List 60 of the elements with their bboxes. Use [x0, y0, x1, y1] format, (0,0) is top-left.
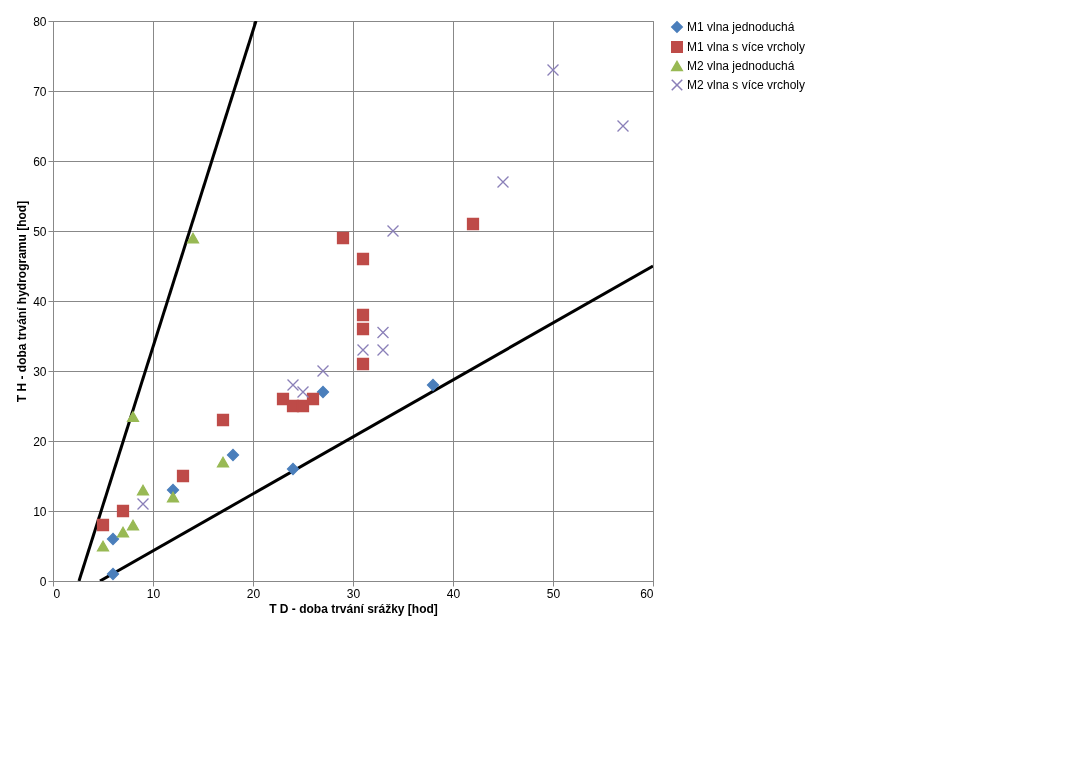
point: [616, 119, 630, 133]
point: [216, 413, 230, 427]
x-tick-label: 40: [446, 586, 461, 601]
point: [306, 392, 320, 406]
point: [316, 364, 330, 378]
point: [276, 392, 290, 406]
point: [136, 484, 150, 496]
point: [356, 357, 370, 371]
x-tick-label: 10: [146, 586, 161, 601]
point: [286, 462, 300, 476]
y-tick-label: 30: [33, 364, 47, 379]
y-tick-label: 40: [33, 294, 47, 309]
point: [356, 343, 370, 357]
y-tick-label: 0: [39, 574, 47, 589]
point: [356, 252, 370, 266]
point: [296, 399, 310, 413]
y-tick-label: 80: [33, 14, 47, 29]
point: [316, 385, 330, 399]
point: [226, 448, 240, 462]
point: [386, 224, 400, 238]
point: [376, 343, 390, 357]
y-tick-label: 60: [33, 154, 47, 169]
x-tick-label: 50: [546, 586, 561, 601]
point: [96, 540, 110, 552]
point: [116, 504, 130, 518]
point: [296, 385, 310, 399]
point: [126, 411, 140, 422]
point: [466, 217, 480, 231]
y-tick-label: 10: [33, 504, 47, 519]
point: [216, 456, 230, 468]
y-tick-label: 70: [33, 84, 47, 99]
x-tick-label: 20: [246, 586, 261, 601]
legend-label: M1 vlna jednoduchá: [687, 20, 795, 34]
point: [356, 308, 370, 322]
point: [176, 469, 190, 483]
x-axis-title: T D - doba trvání srážky [hod]: [269, 601, 438, 616]
point: [376, 326, 390, 339]
point: [356, 322, 370, 336]
point: [336, 231, 350, 245]
point: [106, 567, 120, 581]
point: [546, 63, 560, 77]
point: [286, 378, 300, 392]
point: [496, 175, 510, 189]
point: [426, 378, 440, 392]
y-axis-title: T H - doba trvání hydrogramu [hod]: [15, 200, 30, 403]
legend-label: M2 vlna jednoduchá: [687, 59, 795, 73]
point: [106, 532, 120, 546]
point: [96, 518, 110, 532]
x-tick-label: 60: [640, 586, 654, 601]
y-tick-label: 20: [33, 434, 47, 449]
point: [136, 497, 150, 511]
legend-label: M2 vlna s více vrcholy: [687, 78, 806, 92]
legend-label: M1 vlna s více vrcholy: [687, 40, 806, 54]
point: [186, 232, 200, 244]
y-tick-label: 50: [33, 224, 47, 239]
point: [166, 491, 180, 503]
x-tick-label: 0: [53, 586, 61, 601]
point: [116, 526, 130, 538]
x-tick-label: 30: [346, 586, 361, 601]
point: [126, 519, 140, 531]
